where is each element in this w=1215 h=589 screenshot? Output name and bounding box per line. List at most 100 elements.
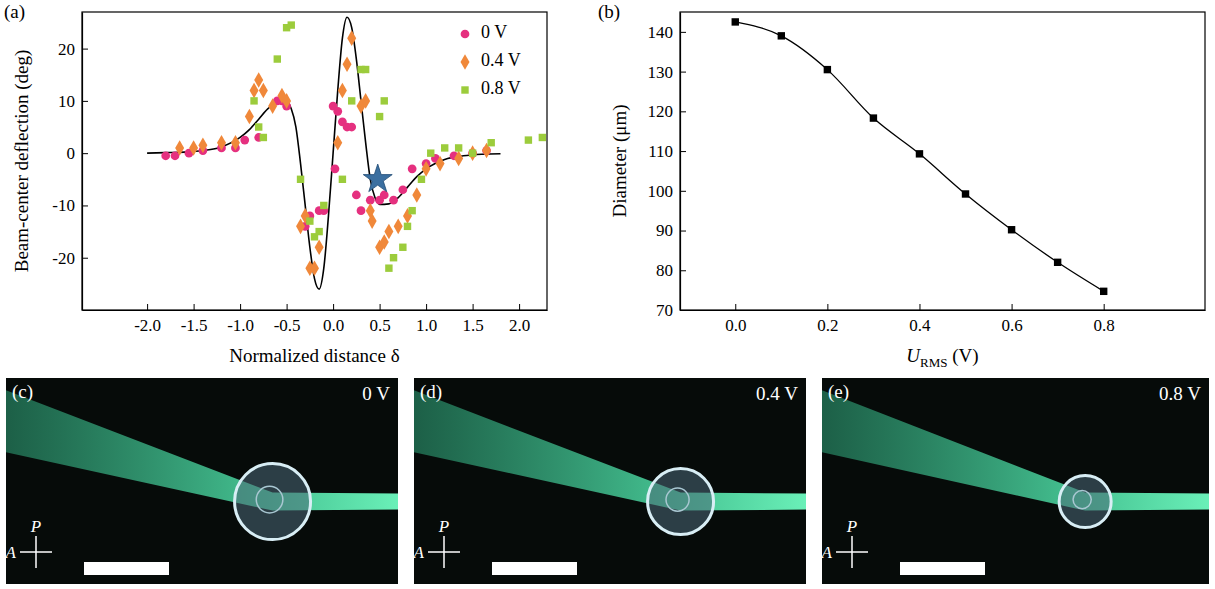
- data-point: [331, 164, 340, 173]
- analyzer-label: A: [5, 543, 17, 562]
- photo-label: 0.4 V: [756, 383, 798, 404]
- y-axis: -20-1001020: [52, 13, 88, 311]
- data-line: [147, 17, 500, 289]
- analyzer-label: A: [821, 543, 833, 562]
- analyzer-axis: [836, 551, 868, 553]
- data-point: [175, 140, 184, 156]
- x-tick-label: 0.8: [1094, 316, 1115, 335]
- data-point: [198, 138, 207, 154]
- data-point: [217, 135, 226, 151]
- data-point: [1054, 259, 1061, 266]
- plot-area: [732, 18, 1108, 295]
- data-point: [161, 151, 170, 160]
- label-part: (V): [948, 345, 979, 367]
- data-point: [870, 114, 877, 121]
- x-tick-mark: [287, 304, 288, 310]
- data-point: [250, 97, 257, 104]
- x-tick: 0.2: [817, 304, 838, 335]
- data-point: [778, 32, 785, 39]
- data-point: [315, 239, 324, 255]
- legend-marker: [461, 30, 470, 39]
- x-tick: 0.8: [1094, 304, 1115, 335]
- polarizer-label: P: [30, 517, 41, 536]
- data-point: [385, 264, 392, 271]
- data-point: [384, 224, 393, 240]
- x-tick-mark: [194, 304, 195, 310]
- data-point: [338, 83, 347, 99]
- data-point: [436, 156, 445, 172]
- y-tick-label: -10: [52, 196, 75, 215]
- y-tick: 110: [648, 142, 686, 161]
- data-point: [352, 191, 361, 200]
- x-axis-line: [681, 310, 1206, 311]
- x-tick: 0.6: [1001, 304, 1022, 335]
- x-axis: -2.0-1.5-1.0-0.50.00.51.01.52.0: [83, 304, 548, 335]
- x-axis-title: Normalized distance δ: [229, 345, 399, 366]
- data-point: [418, 176, 425, 183]
- data-point: [268, 98, 277, 114]
- y-tick: 20: [58, 40, 88, 59]
- data-point: [363, 164, 392, 192]
- data-point: [333, 135, 342, 151]
- y-tick-mark: [680, 270, 686, 271]
- x-tick-label: 2.0: [509, 316, 530, 335]
- x-tick-label: 1.0: [416, 316, 437, 335]
- photo-panel: (e)0.8 VPA: [821, 378, 1209, 584]
- x-tick: -0.5: [274, 304, 301, 335]
- y-tick: 90: [656, 221, 686, 240]
- data-point: [525, 136, 532, 143]
- data-point: [189, 140, 198, 156]
- data-point: [362, 66, 369, 73]
- photo-label: 0.8 V: [1159, 383, 1201, 404]
- x-tick-label: 0.5: [369, 316, 390, 335]
- y-tick-label: 70: [656, 301, 673, 320]
- plot-frame: [82, 12, 547, 310]
- x-tick-mark: [473, 304, 474, 310]
- y-axis-line: [680, 13, 681, 311]
- data-point: [454, 151, 463, 167]
- x-tick: 0.0: [725, 304, 746, 335]
- data-point: [315, 228, 322, 235]
- droplet-core: [666, 488, 689, 511]
- x-tick-mark: [333, 304, 334, 310]
- photo: [822, 378, 1209, 584]
- y-tick-label: 90: [656, 221, 673, 240]
- data-point: [380, 191, 389, 200]
- data-point: [306, 217, 313, 224]
- y-tick-mark: [680, 111, 686, 112]
- y-tick: 80: [656, 261, 686, 280]
- legend: 0 V0.4 V0.8 V: [461, 22, 521, 98]
- photo-letter: (c): [12, 381, 33, 403]
- data-point: [339, 176, 346, 183]
- data-point: [455, 144, 462, 151]
- y-tick-label: 110: [648, 142, 673, 161]
- x-tick-label: -1.5: [181, 316, 208, 335]
- x-tick-mark: [735, 304, 736, 310]
- data-point: [487, 139, 494, 146]
- y-tick-label: 10: [58, 92, 75, 111]
- data-line: [735, 22, 1103, 291]
- data-point: [412, 187, 421, 203]
- legend-label: 0.4 V: [481, 50, 521, 70]
- panel-letter: (b): [598, 1, 620, 23]
- legend-marker: [461, 54, 470, 70]
- data-point: [399, 244, 406, 251]
- beam: [6, 390, 398, 510]
- data-point: [1008, 226, 1015, 233]
- beam: [822, 390, 1209, 510]
- x-tick-mark: [919, 304, 920, 310]
- y-tick: 100: [648, 182, 687, 201]
- x-tick-label: 0.2: [817, 316, 838, 335]
- data-point: [404, 223, 411, 230]
- y-tick-label: 130: [648, 63, 674, 82]
- y-tick-label: -20: [52, 249, 75, 268]
- data-point: [255, 123, 262, 130]
- y-axis-line: [82, 13, 83, 311]
- data-point: [288, 21, 295, 28]
- chart-panel: 0.00.20.40.60.8708090100110120130140URMS…: [598, 1, 1206, 370]
- x-tick-label: 0.0: [725, 316, 746, 335]
- data-point: [916, 150, 923, 157]
- x-tick-mark: [1104, 304, 1105, 310]
- plot-frame: [680, 12, 1205, 310]
- x-tick-mark: [240, 304, 241, 310]
